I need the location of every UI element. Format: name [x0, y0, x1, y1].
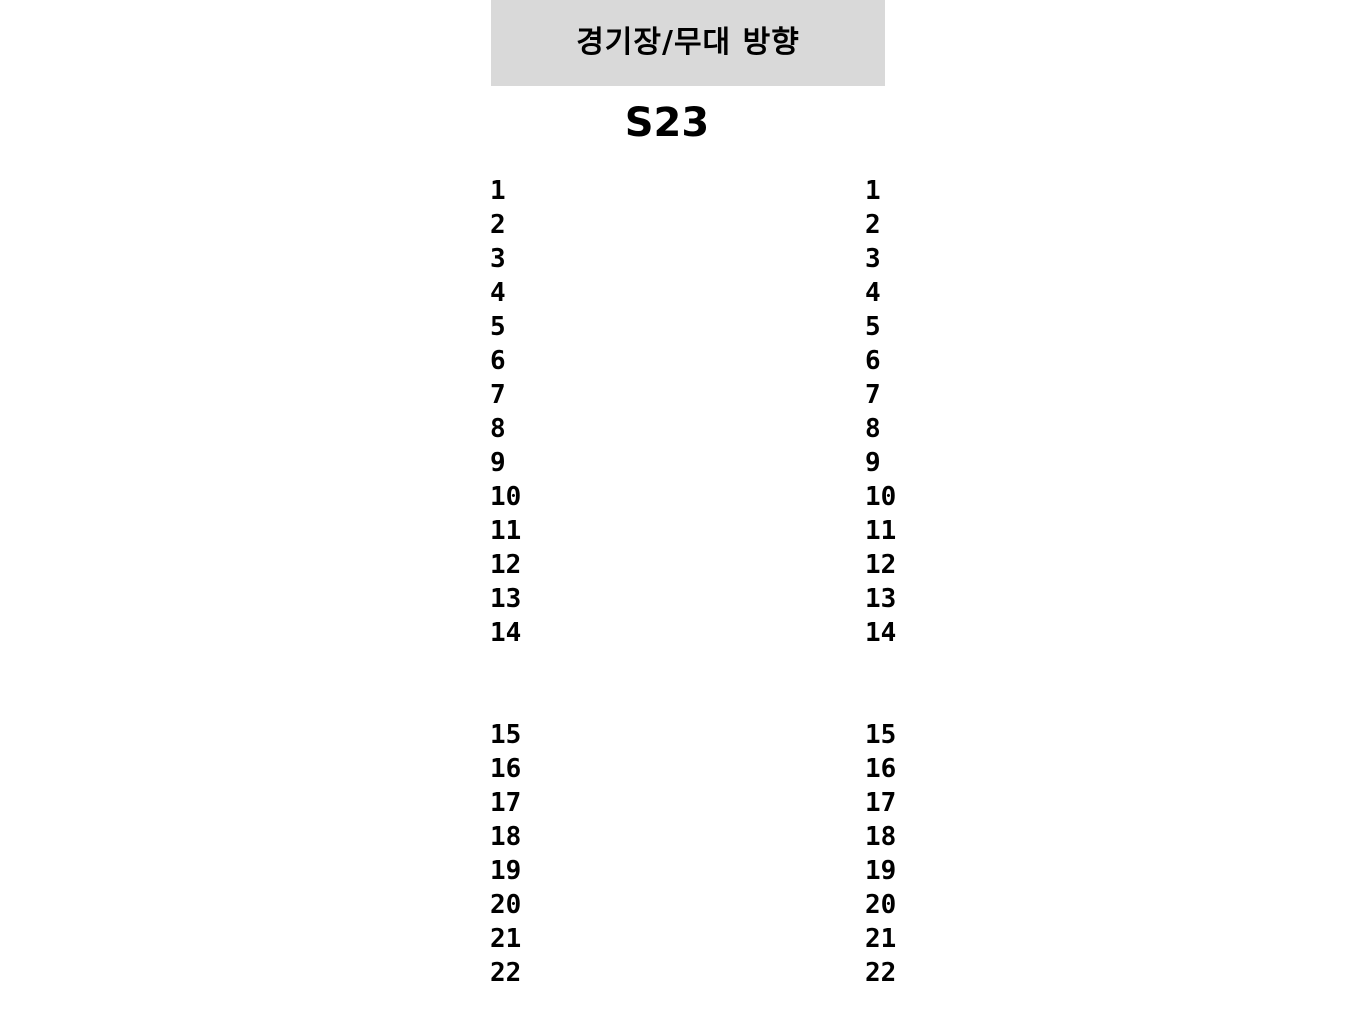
- row-number: 17: [490, 788, 522, 818]
- row-number: 9: [490, 448, 506, 478]
- row-number: 22: [490, 958, 522, 988]
- row-number: 20: [865, 890, 897, 920]
- row-number: 22: [865, 958, 897, 988]
- row-number: 6: [490, 346, 506, 376]
- row-number: 7: [865, 380, 881, 410]
- row-number: 7: [490, 380, 506, 410]
- row-number: 21: [865, 924, 897, 954]
- row-number: 8: [490, 414, 506, 444]
- left-row-numbers-rear: 15 16 17 18 19 20 21 22: [490, 718, 521, 990]
- row-number: 20: [490, 890, 522, 920]
- row-number: 3: [490, 244, 506, 274]
- row-number: 1: [490, 176, 506, 206]
- row-number: 18: [865, 822, 897, 852]
- row-number: 5: [490, 312, 506, 342]
- right-row-numbers-front: 1 2 3 4 5 6 7 8 9 10 11 12 13 14: [865, 174, 896, 650]
- row-number: 17: [865, 788, 897, 818]
- row-number: 12: [490, 550, 522, 580]
- stage-direction-banner: 경기장/무대 방향: [491, 0, 885, 86]
- row-number: 4: [865, 278, 881, 308]
- right-row-numbers-rear: 15 16 17 18 19 20 21 22: [865, 718, 896, 990]
- row-number: 18: [490, 822, 522, 852]
- row-number: 19: [490, 856, 522, 886]
- section-title: S23: [624, 100, 710, 146]
- row-number: 5: [865, 312, 881, 342]
- row-number: 16: [865, 754, 897, 784]
- row-number: 9: [865, 448, 881, 478]
- row-number: 4: [490, 278, 506, 308]
- row-number: 1: [865, 176, 881, 206]
- stage-direction-label: 경기장/무대 방향: [576, 25, 800, 60]
- row-number: 19: [865, 856, 897, 886]
- row-number: 13: [865, 584, 897, 614]
- row-number: 2: [865, 210, 881, 240]
- row-number: 14: [865, 618, 897, 648]
- row-number: 10: [490, 482, 522, 512]
- row-number: 10: [865, 482, 897, 512]
- row-number: 12: [865, 550, 897, 580]
- row-number: 13: [490, 584, 522, 614]
- row-number: 15: [490, 720, 522, 750]
- row-number: 11: [490, 516, 522, 546]
- row-number: 15: [865, 720, 897, 750]
- left-row-numbers-front: 1 2 3 4 5 6 7 8 9 10 11 12 13 14: [490, 174, 521, 650]
- row-number: 11: [865, 516, 897, 546]
- row-number: 14: [490, 618, 522, 648]
- row-number: 21: [490, 924, 522, 954]
- row-number: 8: [865, 414, 881, 444]
- row-number: 3: [865, 244, 881, 274]
- row-number: 16: [490, 754, 522, 784]
- row-number: 6: [865, 346, 881, 376]
- row-number: 2: [490, 210, 506, 240]
